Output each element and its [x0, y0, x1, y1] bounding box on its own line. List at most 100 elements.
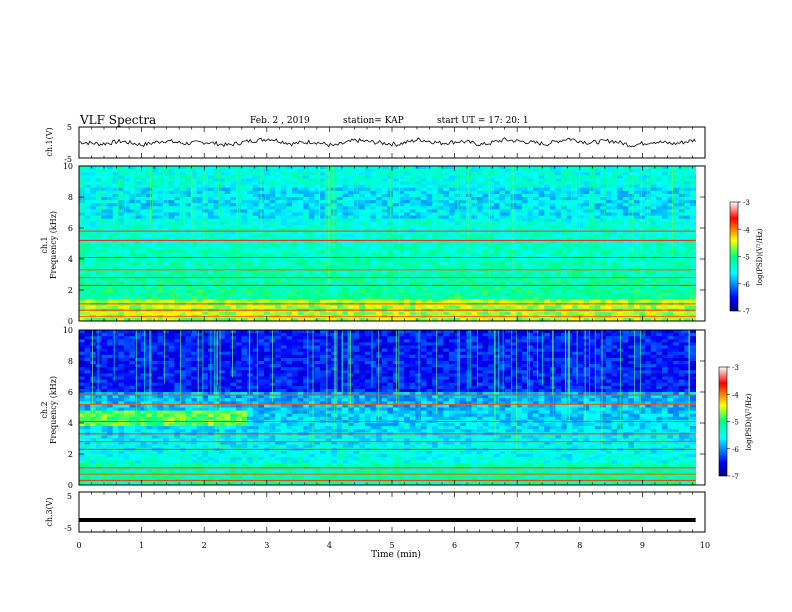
ch1-spectrogram-cell: [566, 181, 573, 185]
ch1-spectrogram-cell: [135, 299, 142, 303]
ch1-spectrogram-cell: [174, 181, 181, 185]
ch1-spectrogram-cell: [376, 221, 383, 226]
ch1-spectrogram-cell: [185, 212, 192, 216]
ch1-spectrogram-cell: [376, 293, 383, 297]
ch1-spectrogram-cell: [79, 293, 86, 297]
ch1-spectrogram-cell: [219, 212, 226, 216]
ch1-spectrogram-cell: [505, 259, 512, 263]
ch1-spectrogram-cell: [320, 290, 327, 294]
ch1-spectrogram-cell: [533, 193, 540, 198]
ch1-spectrogram-cell: [353, 277, 360, 282]
ch1-spectrogram-cell: [415, 228, 422, 232]
ch1-spectrogram-cell: [348, 299, 355, 303]
ch1-spectrogram-cell: [191, 231, 198, 235]
ch1-spectrogram-cell: [230, 193, 237, 198]
ch1-spectrogram-cell: [101, 231, 108, 235]
ch1-spectrogram-cell: [521, 286, 528, 291]
ch1-spectrogram-cell: [415, 184, 422, 189]
ch1-spectrogram-cell: [336, 296, 343, 300]
ch1-spectrogram-cell: [320, 197, 327, 201]
ch1-spectrogram-cell: [589, 231, 596, 235]
ch1-spectrogram-cell: [364, 237, 371, 241]
ch1-spectrogram-cell: [308, 172, 315, 176]
ch1-spectrogram-cell: [331, 293, 338, 297]
ch1-spectrogram-cell: [381, 209, 388, 213]
ch1-spectrogram-cell: [196, 290, 203, 294]
ch1-spectrogram-cell: [320, 175, 327, 179]
ch1-spectrogram-cell: [174, 246, 181, 251]
ch1-spectrogram-cell: [174, 299, 181, 303]
ch1-spectrogram-cell: [432, 296, 439, 300]
ch1-spectrogram-cell: [443, 206, 450, 210]
ch1-spectrogram-cell: [633, 175, 640, 179]
ch1-spectrogram-cell: [566, 203, 573, 207]
ch1-spectrogram-cell: [437, 274, 444, 278]
ch1-spectrogram-cell: [656, 224, 663, 229]
ch1-spectrogram-cell: [179, 280, 186, 285]
ch1-spectrogram-cell: [140, 175, 147, 179]
ch1-spectrogram-cell: [482, 280, 489, 285]
ch1-spectrogram-cell: [404, 249, 411, 254]
ch1-spectrogram-cell: [84, 231, 91, 235]
ch1-spectrogram-cell: [667, 197, 674, 201]
ch1-spectrogram-cell: [460, 181, 467, 185]
ch1-spectrogram-cell: [392, 286, 399, 291]
ch1-spectrogram-cell: [398, 296, 405, 300]
ch1-spectrogram-cell: [516, 234, 523, 238]
ch1-spectrogram-cell: [370, 277, 377, 282]
ch1-spectrogram-cell: [112, 299, 119, 303]
ch1-spectrogram-cell: [633, 246, 640, 251]
ch1-spectrogram-cell: [370, 206, 377, 210]
ch1-spectrogram-cell: [398, 172, 405, 176]
ch1-spectrogram-cell: [101, 178, 108, 182]
ch1-spectrogram-cell: [460, 252, 467, 257]
ch1-spectrogram-cell: [499, 178, 506, 182]
ch1-spectrogram-cell: [605, 200, 612, 204]
ch1-spectrogram-cell: [415, 231, 422, 235]
ch1-spectrogram-cell: [219, 166, 226, 170]
ch1-spectrogram-cell: [185, 224, 192, 229]
ch1-spectrogram-cell: [673, 187, 680, 192]
ch1-spectrogram-cell: [359, 197, 366, 201]
ch1-spectrogram-cell: [628, 197, 635, 201]
ch1-spectrogram-cell: [191, 286, 198, 291]
ch1-spectrogram-cell: [224, 234, 231, 238]
ch1-spectrogram-cell: [493, 221, 500, 226]
ch1-spectrogram-cell: [589, 212, 596, 216]
ch1-spectrogram-cell: [135, 193, 142, 198]
ch1-spectrogram-cell: [90, 271, 97, 275]
ch1-spectrogram-cell: [499, 243, 506, 247]
ch1-spectrogram-cell: [527, 280, 534, 285]
ch1-spectrogram-cell: [252, 280, 259, 285]
ch1-spectrogram-cell: [426, 252, 433, 257]
ch1-spectrogram-cell: [286, 228, 293, 232]
ch1-spectrogram-cell: [95, 252, 102, 257]
ch1-spectrogram-cell: [566, 228, 573, 232]
ch1-spectrogram-cell: [516, 286, 523, 291]
ch1-spectrogram-cell: [516, 181, 523, 185]
ch1-spectrogram-cell: [129, 181, 136, 185]
ch1-spectrogram-cell: [549, 172, 556, 176]
ch1-spectrogram-cell: [678, 249, 685, 254]
ch1-spectrogram-cell: [605, 215, 612, 220]
ch1-spectrogram-cell: [605, 181, 612, 185]
ch1-spectrogram-cell: [684, 184, 691, 189]
ch1-spectrogram-cell: [549, 277, 556, 282]
ch1-spectrogram-cell: [151, 178, 158, 182]
ch1-spectrogram-cell: [247, 209, 254, 213]
ch1-spectrogram-cell: [566, 206, 573, 210]
ch1-spectrogram-cell: [656, 271, 663, 275]
ch1-spectrogram-cell: [123, 286, 130, 291]
ch1-spectrogram-cell: [112, 184, 119, 189]
ch1-spectrogram-cell: [527, 249, 534, 254]
ch1-spectrogram-cell: [673, 259, 680, 263]
ch1-spectrogram-cell: [476, 218, 483, 223]
ch1-spectrogram-cell: [516, 299, 523, 303]
ch1-spectrogram-cell: [135, 175, 142, 179]
ch1-spectrogram-cell: [678, 228, 685, 232]
ch1-spectrogram-cell: [101, 203, 108, 207]
ch1-spectrogram-cell: [572, 271, 579, 275]
ch1-spectrogram-cell: [280, 296, 287, 300]
ch1-spectrogram-cell: [353, 237, 360, 241]
ch1-spectrogram-cell: [123, 262, 130, 266]
